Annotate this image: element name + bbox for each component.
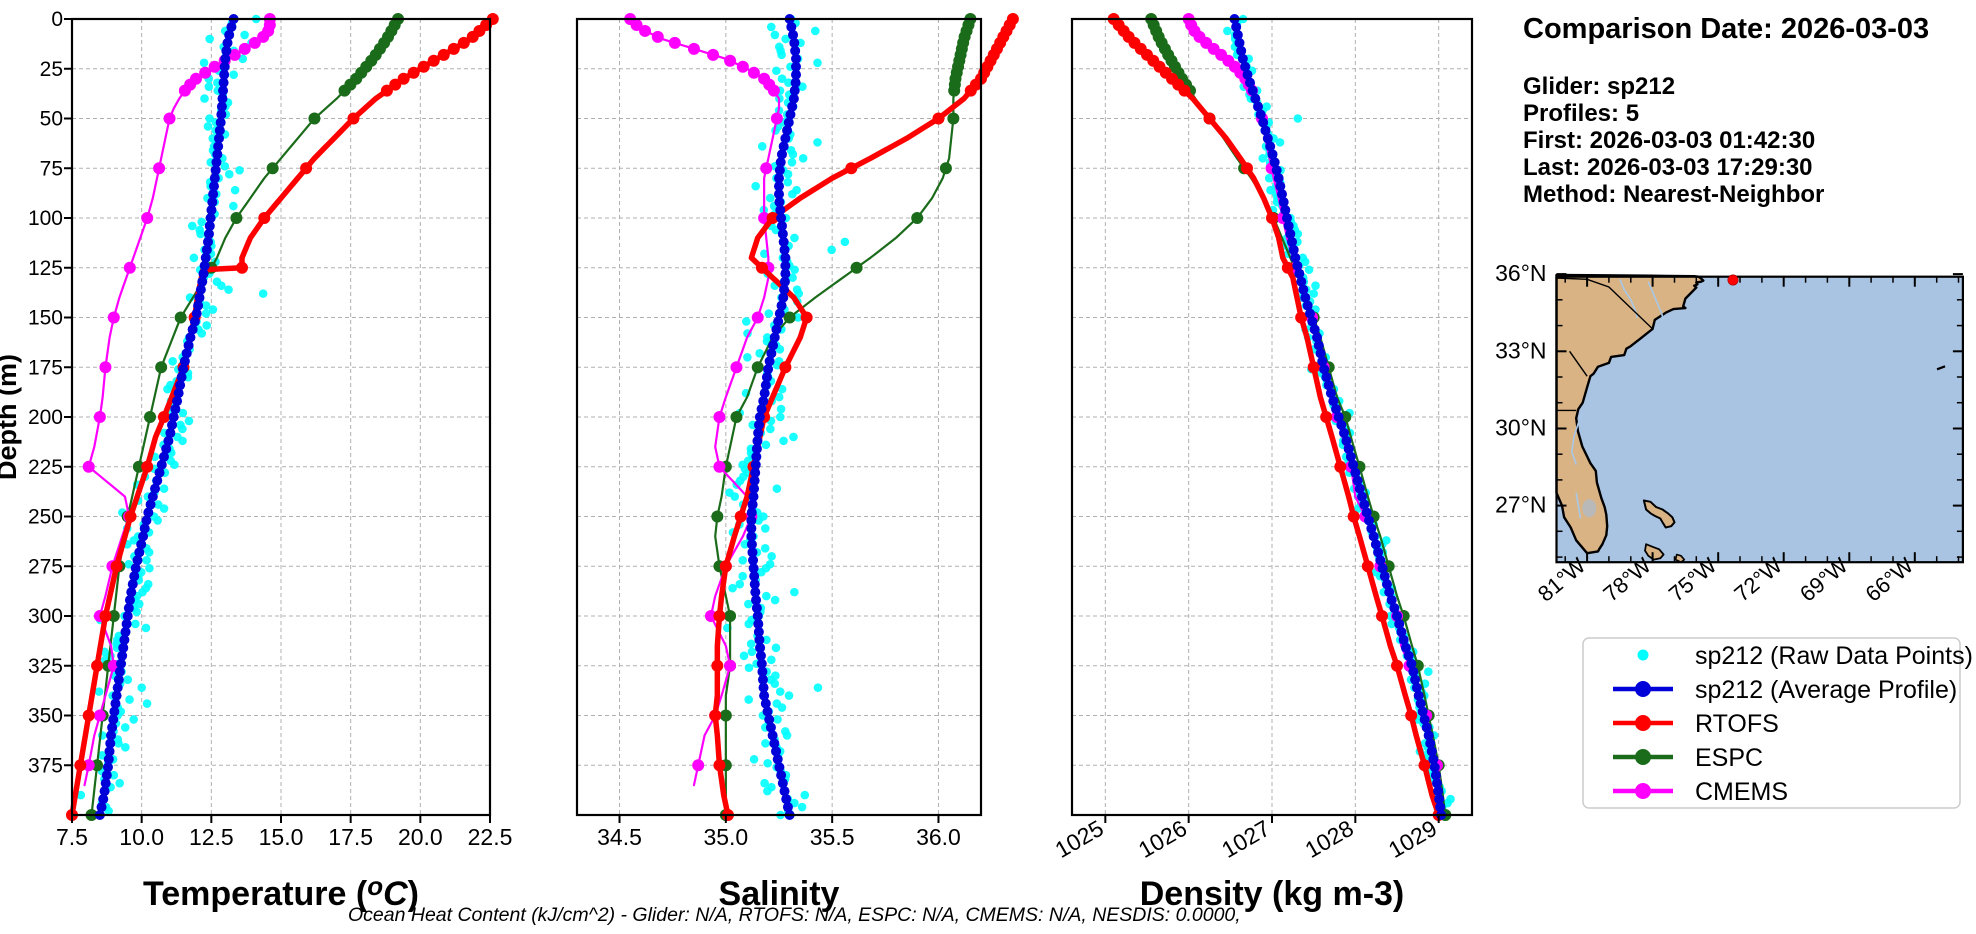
svg-text:1028: 1028: [1301, 815, 1358, 863]
svg-text:22.5: 22.5: [468, 824, 513, 850]
svg-text:125: 125: [28, 257, 63, 280]
svg-text:17.5: 17.5: [328, 824, 373, 850]
svg-text:175: 175: [28, 356, 63, 379]
svg-text:Depth (m): Depth (m): [0, 354, 22, 480]
svg-text:35.5: 35.5: [810, 824, 855, 850]
svg-text:15.0: 15.0: [259, 824, 304, 850]
svg-text:150: 150: [28, 307, 63, 330]
svg-text:75: 75: [40, 157, 63, 180]
svg-text:sp212 (Raw Data Points): sp212 (Raw Data Points): [1695, 642, 1973, 670]
svg-text:30°N: 30°N: [1495, 415, 1546, 441]
svg-text:350: 350: [28, 705, 63, 728]
svg-text:100: 100: [28, 207, 63, 230]
svg-text:35.0: 35.0: [703, 824, 748, 850]
svg-text:300: 300: [28, 605, 63, 628]
svg-text:20.0: 20.0: [398, 824, 443, 850]
svg-text:1026: 1026: [1134, 815, 1191, 863]
svg-text:250: 250: [28, 506, 63, 529]
svg-text:12.5: 12.5: [189, 824, 234, 850]
svg-text:325: 325: [28, 655, 63, 678]
svg-text:275: 275: [28, 555, 63, 578]
svg-text:36°N: 36°N: [1495, 260, 1546, 286]
svg-text:50: 50: [40, 108, 63, 131]
svg-text:1025: 1025: [1051, 815, 1108, 863]
svg-text:1029: 1029: [1384, 815, 1441, 863]
svg-text:7.5: 7.5: [56, 824, 88, 850]
svg-text:10.0: 10.0: [119, 824, 164, 850]
svg-text:RTOFS: RTOFS: [1695, 710, 1779, 738]
svg-text:sp212 (Average Profile): sp212 (Average Profile): [1695, 676, 1957, 704]
svg-text:25: 25: [40, 58, 63, 81]
svg-text:375: 375: [28, 754, 63, 777]
svg-text:CMEMS: CMEMS: [1695, 778, 1788, 806]
svg-text:27°N: 27°N: [1495, 492, 1546, 518]
svg-text:ESPC: ESPC: [1695, 744, 1763, 772]
svg-text:34.5: 34.5: [597, 824, 642, 850]
svg-text:36.0: 36.0: [916, 824, 961, 850]
svg-text:0: 0: [51, 8, 63, 31]
svg-text:1027: 1027: [1217, 815, 1274, 863]
svg-text:33°N: 33°N: [1495, 337, 1546, 363]
svg-text:225: 225: [28, 456, 63, 479]
svg-text:200: 200: [28, 406, 63, 429]
